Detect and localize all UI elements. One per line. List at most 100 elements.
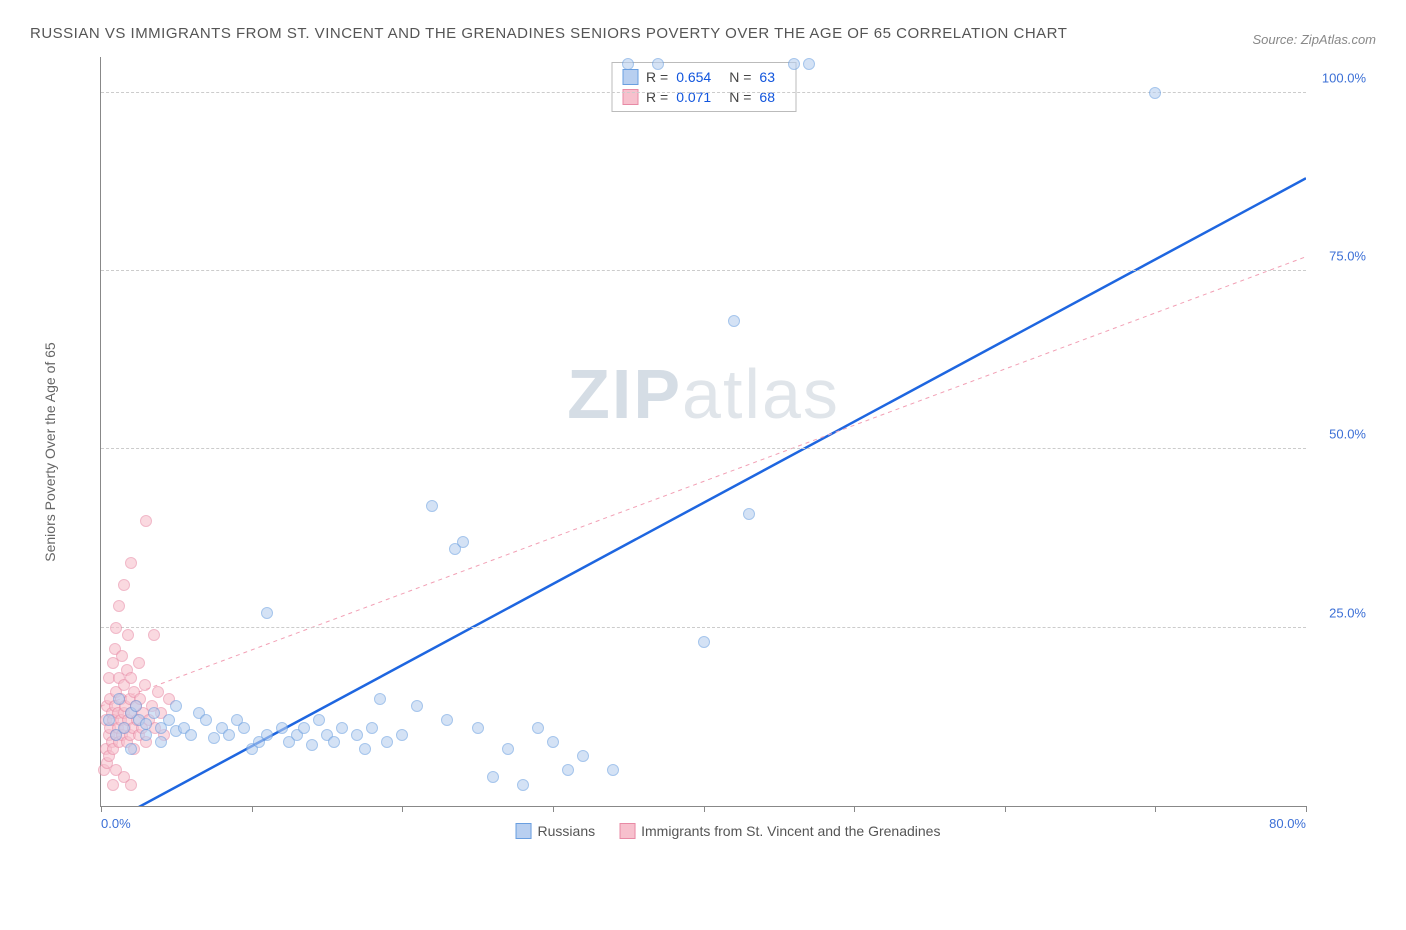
data-point — [125, 557, 137, 569]
n-value: 63 — [759, 69, 775, 85]
data-point — [472, 722, 484, 734]
data-point — [118, 722, 130, 734]
data-point — [698, 636, 710, 648]
y-tick-label: 25.0% — [1329, 605, 1366, 620]
gridline — [101, 270, 1306, 271]
data-point — [185, 729, 197, 741]
data-point — [133, 657, 145, 669]
data-point — [110, 622, 122, 634]
data-point — [125, 743, 137, 755]
data-point — [426, 500, 438, 512]
data-point — [396, 729, 408, 741]
data-point — [223, 729, 235, 741]
data-point — [139, 679, 151, 691]
legend-stat-row: R =0.071N =68 — [622, 87, 785, 107]
data-point — [366, 722, 378, 734]
data-point — [374, 693, 386, 705]
watermark: ZIPatlas — [567, 354, 840, 434]
x-tick — [402, 806, 403, 812]
data-point — [306, 739, 318, 751]
chart-title: RUSSIAN VS IMMIGRANTS FROM ST. VINCENT A… — [30, 20, 1067, 47]
data-point — [728, 315, 740, 327]
data-point — [140, 718, 152, 730]
x-tick — [101, 806, 102, 812]
data-point — [1149, 87, 1161, 99]
x-tick-label: 80.0% — [1269, 816, 1306, 831]
legend-stat-row: R =0.654N =63 — [622, 67, 785, 87]
legend-swatch — [619, 823, 635, 839]
title-row: RUSSIAN VS IMMIGRANTS FROM ST. VINCENT A… — [30, 20, 1376, 47]
x-tick — [854, 806, 855, 812]
legend-series-label: Immigrants from St. Vincent and the Gren… — [641, 823, 940, 839]
gridline — [101, 448, 1306, 449]
data-point — [261, 729, 273, 741]
data-point — [208, 732, 220, 744]
x-tick — [553, 806, 554, 812]
data-point — [103, 714, 115, 726]
data-point — [125, 672, 137, 684]
data-point — [113, 693, 125, 705]
data-point — [155, 736, 167, 748]
data-point — [788, 58, 800, 70]
source-label: Source: ZipAtlas.com — [1252, 32, 1376, 47]
plot-area: ZIPatlas R =0.654N =63R =0.071N =68 25.0… — [100, 57, 1306, 807]
data-point — [577, 750, 589, 762]
y-tick-label: 75.0% — [1329, 249, 1366, 264]
data-point — [170, 700, 182, 712]
data-point — [622, 58, 634, 70]
data-point — [652, 58, 664, 70]
x-tick — [1155, 806, 1156, 812]
data-point — [122, 629, 134, 641]
data-point — [562, 764, 574, 776]
legend-correlation-box: R =0.654N =63R =0.071N =68 — [611, 62, 796, 112]
data-point — [148, 629, 160, 641]
data-point — [411, 700, 423, 712]
data-point — [148, 707, 160, 719]
data-point — [457, 536, 469, 548]
data-point — [328, 736, 340, 748]
data-point — [441, 714, 453, 726]
data-point — [607, 764, 619, 776]
gridline — [101, 92, 1306, 93]
data-point — [517, 779, 529, 791]
data-point — [140, 515, 152, 527]
data-point — [547, 736, 559, 748]
x-tick — [1005, 806, 1006, 812]
legend-series-item: Immigrants from St. Vincent and the Gren… — [619, 823, 940, 839]
data-point — [336, 722, 348, 734]
data-point — [313, 714, 325, 726]
y-tick-label: 100.0% — [1322, 70, 1366, 85]
data-point — [116, 650, 128, 662]
data-point — [110, 764, 122, 776]
x-tick-label: 0.0% — [101, 816, 131, 831]
watermark-bold: ZIP — [567, 355, 682, 433]
legend-swatch — [622, 69, 638, 85]
watermark-light: atlas — [682, 355, 840, 433]
legend-swatch — [516, 823, 532, 839]
data-point — [261, 607, 273, 619]
trend-lines — [101, 57, 1306, 806]
legend-series-item: Russians — [516, 823, 596, 839]
data-point — [113, 600, 125, 612]
data-point — [359, 743, 371, 755]
data-point — [118, 579, 130, 591]
data-point — [238, 722, 250, 734]
data-point — [743, 508, 755, 520]
x-tick — [252, 806, 253, 812]
chart-container: RUSSIAN VS IMMIGRANTS FROM ST. VINCENT A… — [30, 20, 1376, 910]
n-label: N = — [729, 69, 751, 85]
x-tick — [704, 806, 705, 812]
trend-line — [101, 178, 1306, 806]
data-point — [803, 58, 815, 70]
r-label: R = — [646, 69, 668, 85]
data-point — [381, 736, 393, 748]
data-point — [107, 779, 119, 791]
data-point — [532, 722, 544, 734]
data-point — [502, 743, 514, 755]
data-point — [487, 771, 499, 783]
data-point — [130, 700, 142, 712]
y-axis-label: Seniors Poverty Over the Age of 65 — [42, 342, 58, 561]
plot-wrap: Seniors Poverty Over the Age of 65 ZIPat… — [80, 57, 1376, 847]
data-point — [200, 714, 212, 726]
legend-series: Russians Immigrants from St. Vincent and … — [516, 823, 941, 839]
